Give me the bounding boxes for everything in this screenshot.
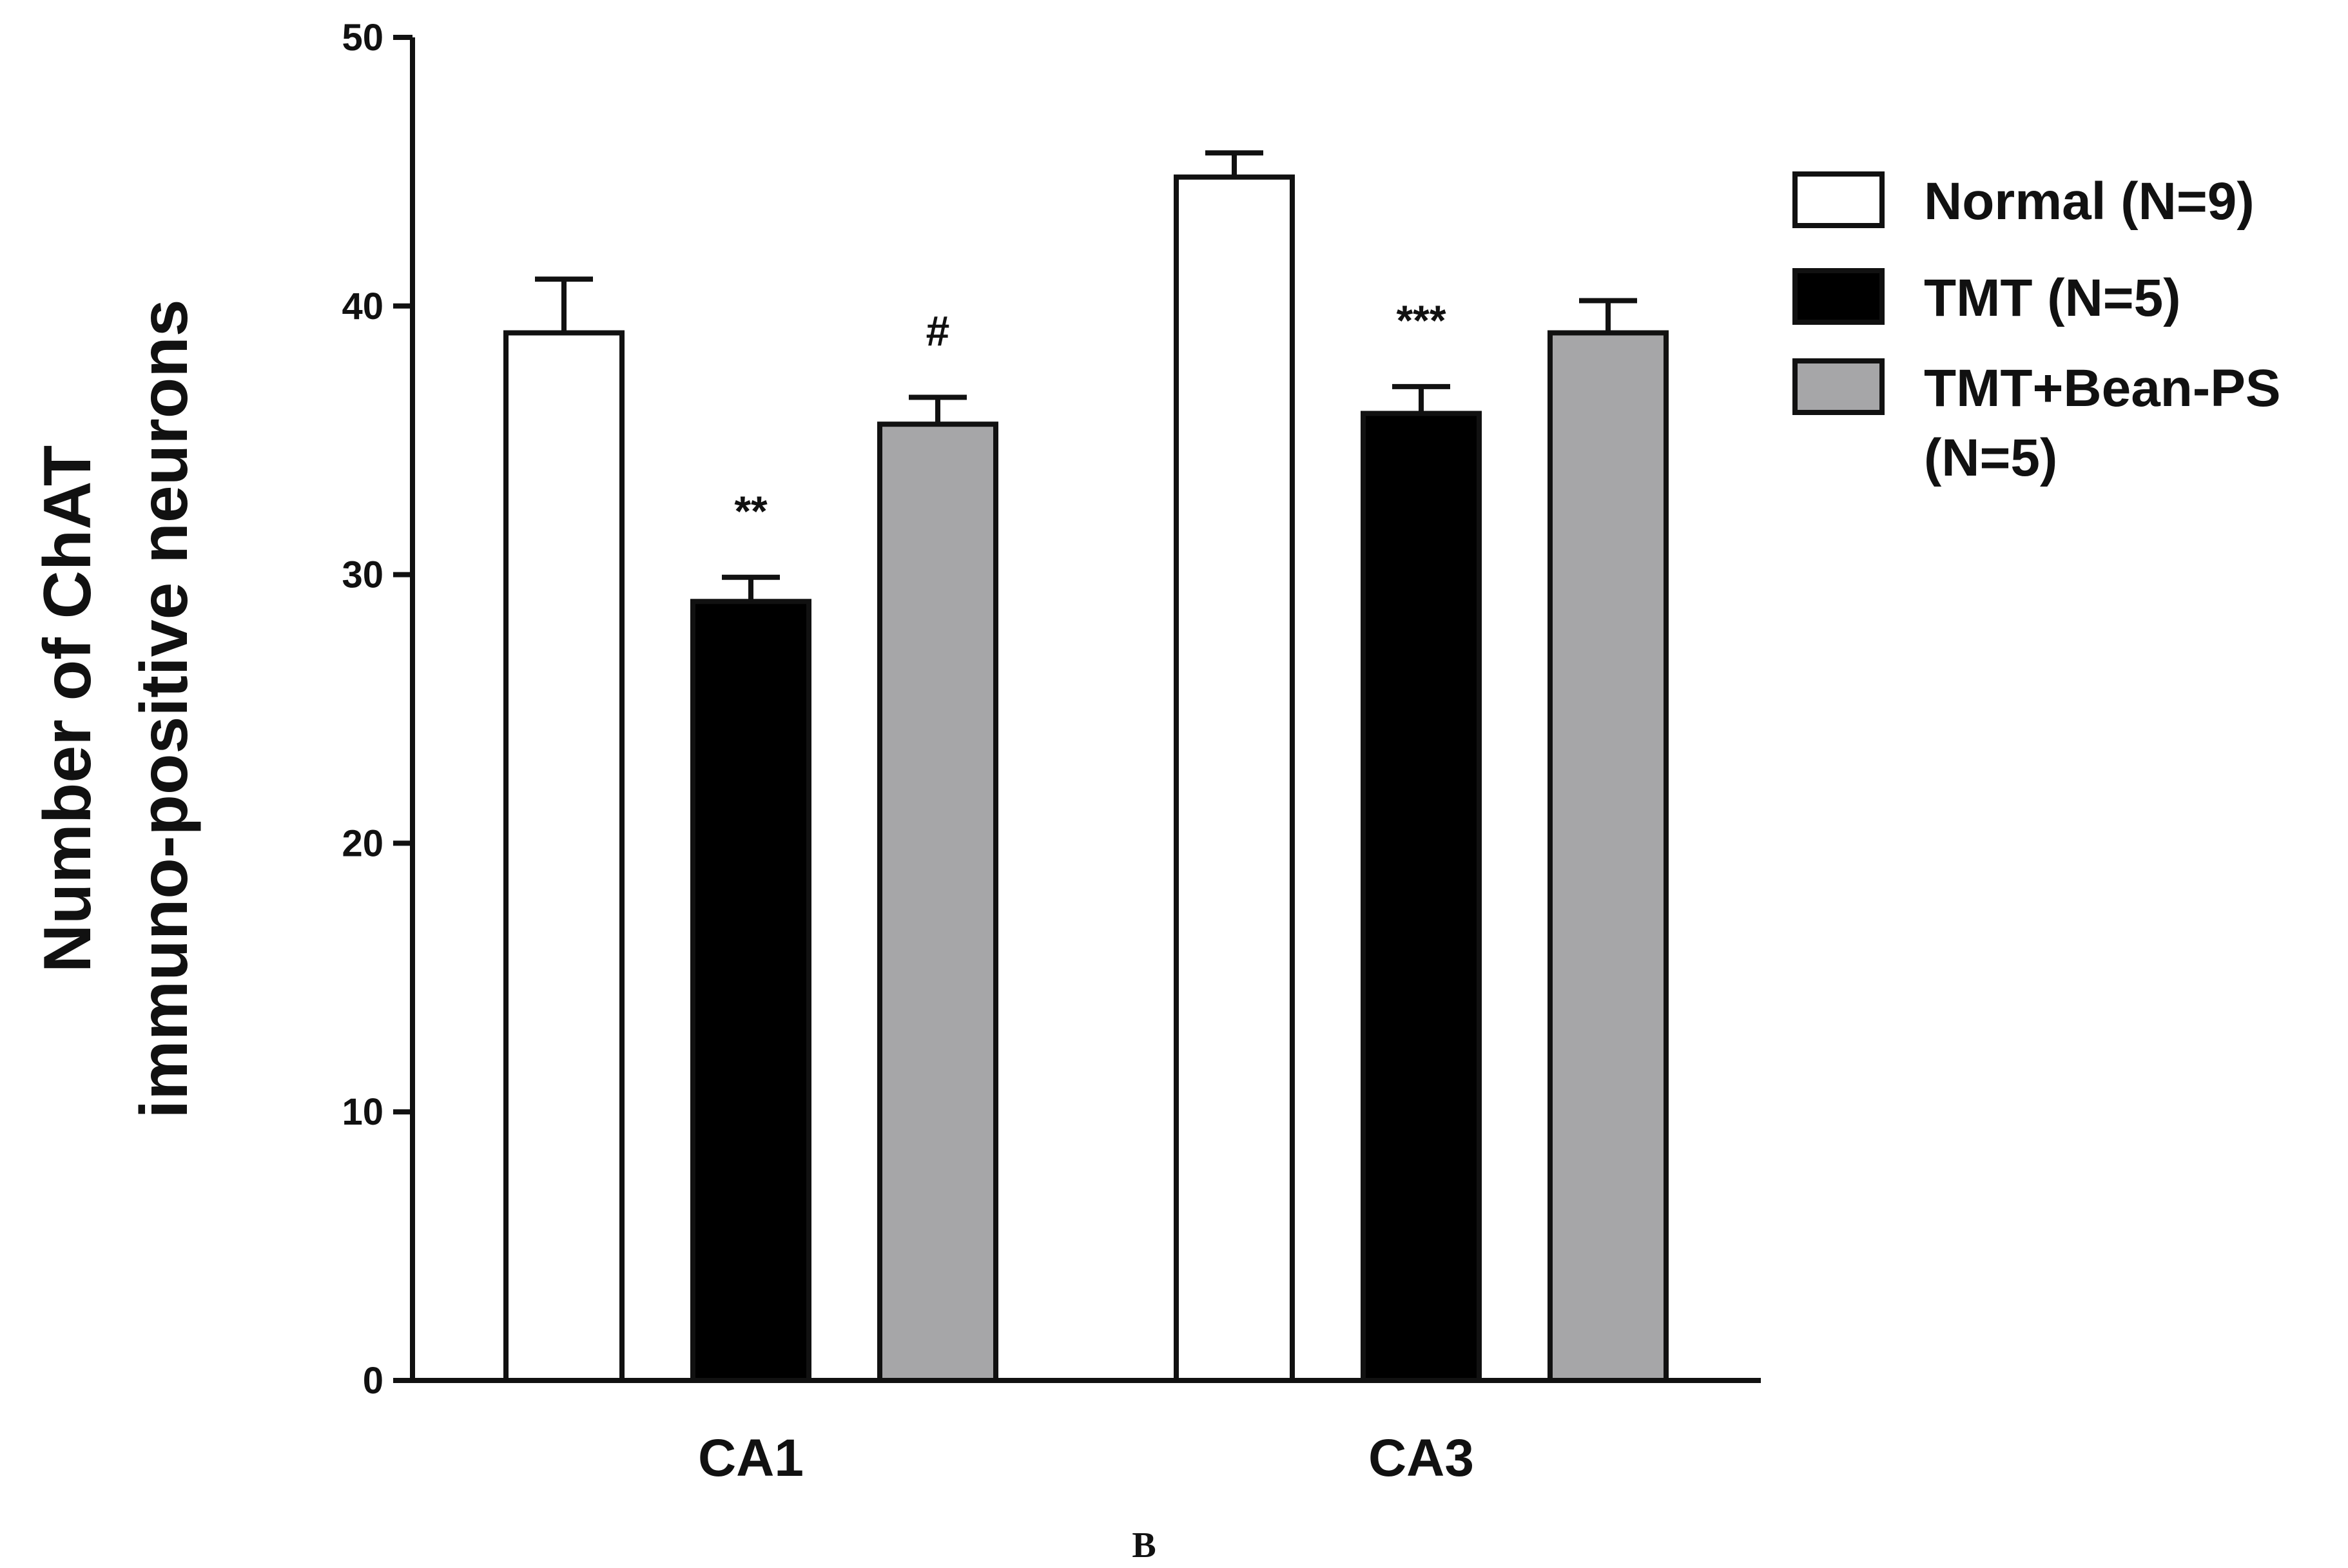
x-category-label: CA3 (1368, 1429, 1474, 1487)
x-category-label: CA1 (698, 1429, 804, 1487)
y-tick-label: 30 (342, 554, 383, 596)
bar (1174, 174, 1295, 1384)
legend-label: (N=5) (1924, 429, 2057, 487)
significance-marker: ** (734, 487, 768, 535)
bar (690, 599, 811, 1383)
legend-label: TMT+Bean-PS (1924, 359, 2281, 418)
bar (877, 421, 998, 1383)
significance-marker: # (926, 307, 950, 355)
bar (1548, 330, 1669, 1383)
y-tick-label: 40 (342, 286, 383, 327)
y-axis-label: Number of ChAT immuno-positive neurons (30, 299, 202, 1118)
legend-label: Normal (N=9) (1924, 172, 2255, 231)
bar (1361, 411, 1482, 1383)
y-axis-label-line: immuno-positive neurons (127, 299, 202, 1118)
bars: ** # *** (503, 150, 1669, 1384)
significance-marker: *** (1396, 296, 1446, 344)
legend-label: TMT (N=5) (1924, 269, 2181, 327)
y-tick-label: 10 (342, 1091, 383, 1133)
legend-swatch (1792, 171, 1885, 228)
y-axis-label-line: Number of ChAT (30, 445, 105, 973)
bar (503, 330, 625, 1383)
y-tick-label: 50 (342, 17, 383, 59)
panel-label: B (1132, 1525, 1156, 1565)
legend-swatch (1792, 268, 1885, 325)
legend-swatch (1792, 358, 1885, 415)
y-tick-label: 20 (342, 822, 383, 864)
y-tick-label: 0 (363, 1360, 383, 1402)
legend: Normal (N=9) TMT (N=5) TMT+Bean-PS (N=5) (1792, 171, 2281, 487)
